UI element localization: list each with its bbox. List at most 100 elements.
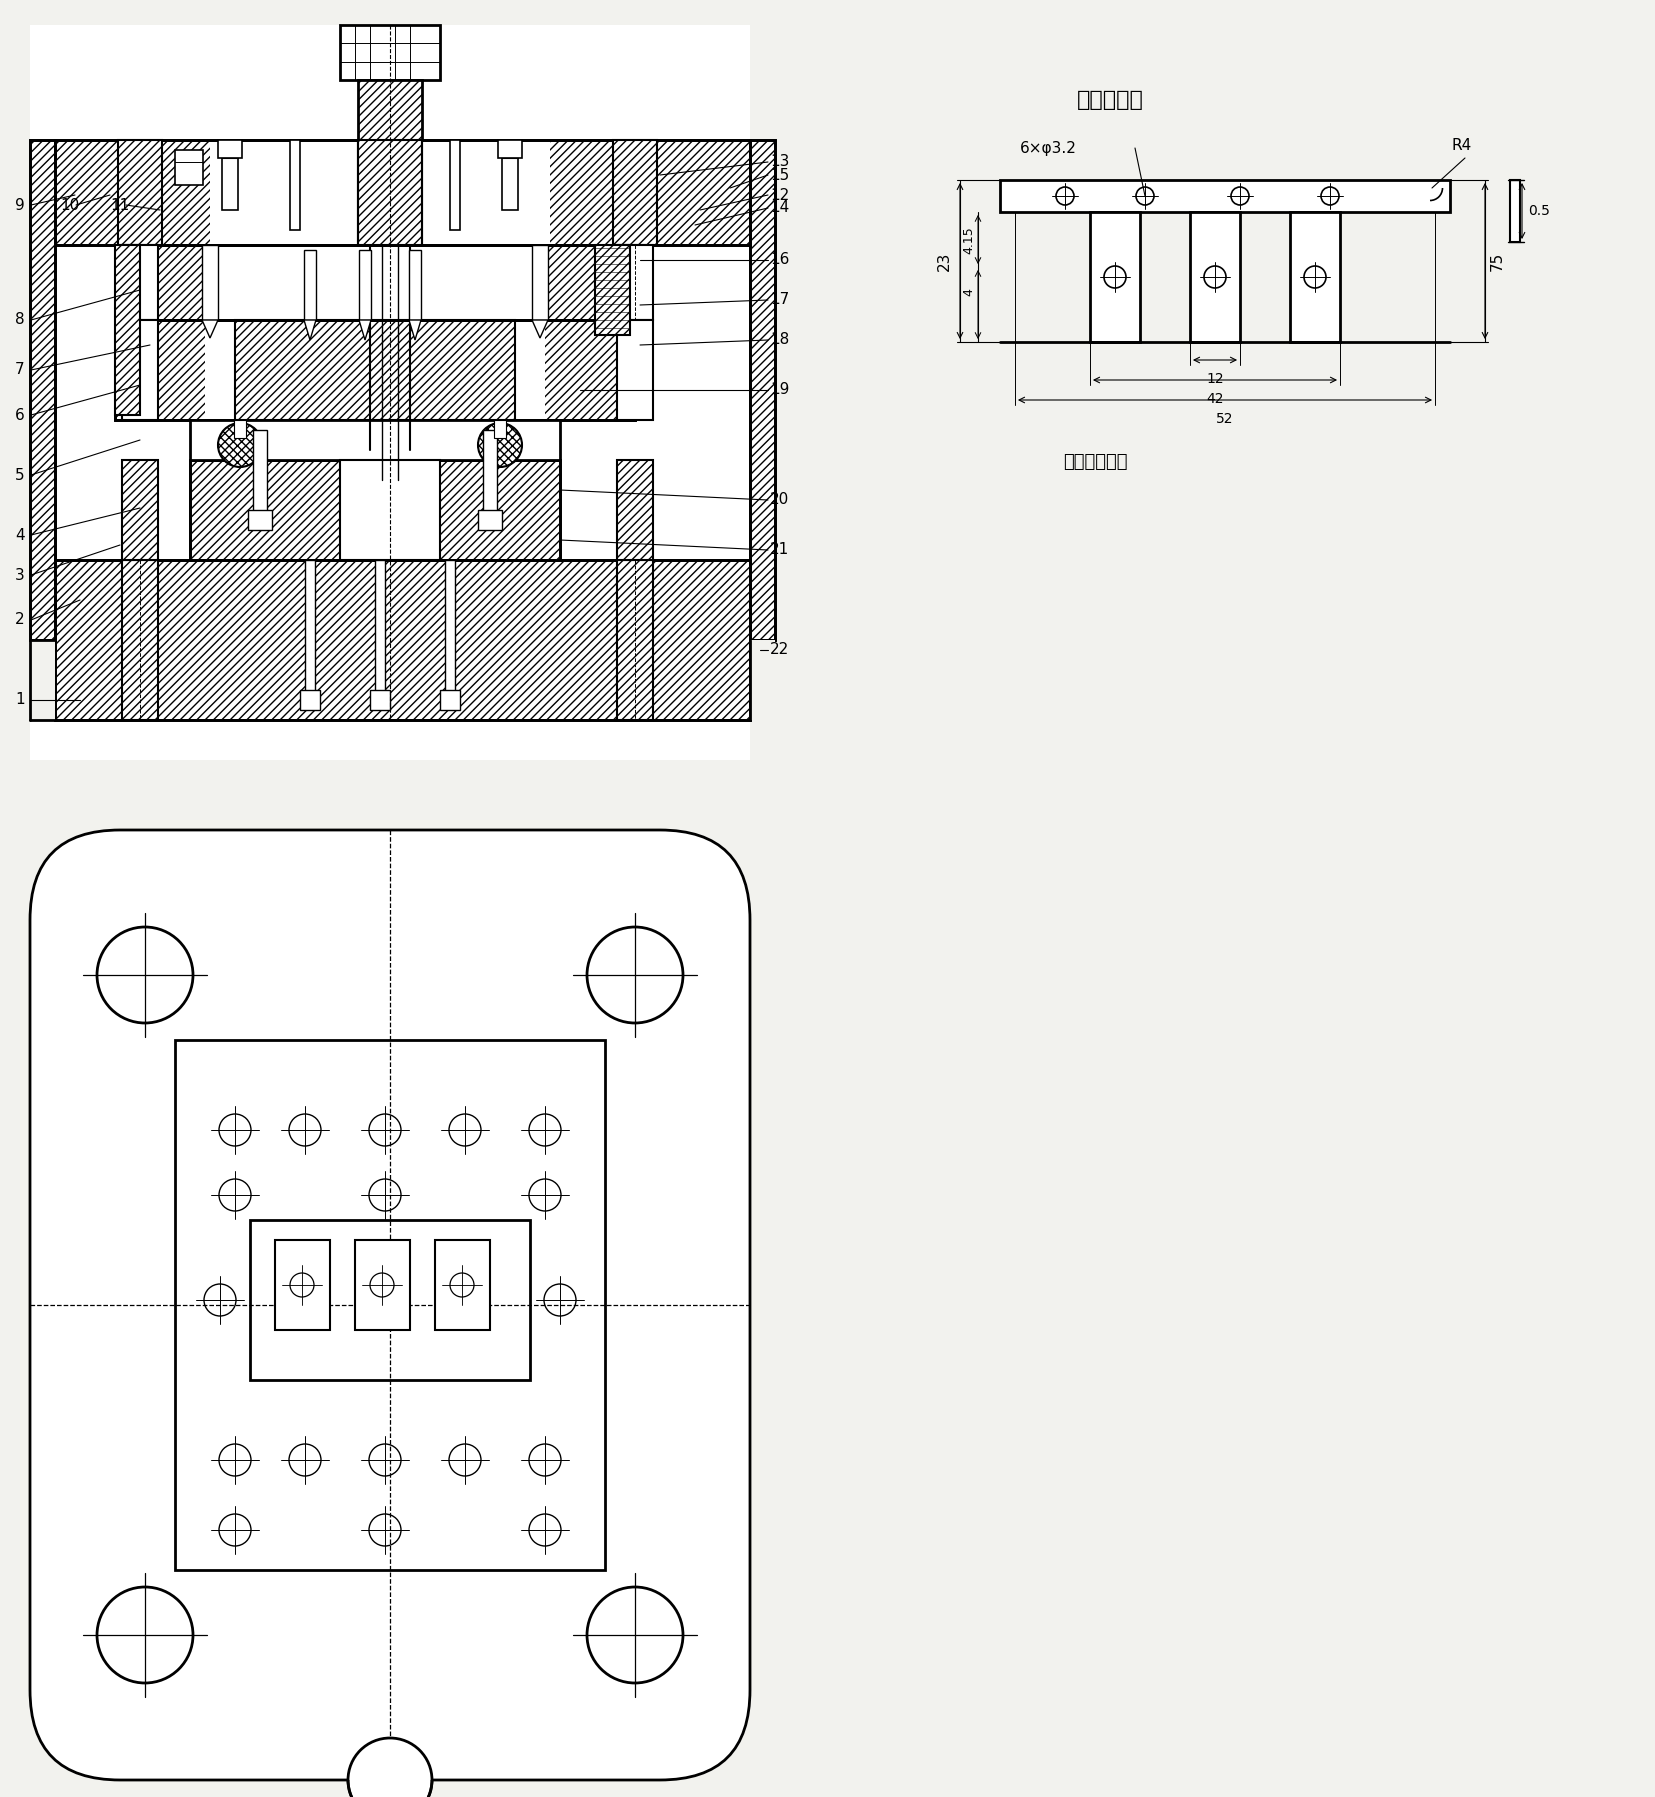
Bar [617,561,652,721]
Bar [290,140,300,230]
Bar [435,1240,490,1330]
Text: 42: 42 [1205,392,1223,406]
Bar [450,140,460,230]
Bar [30,25,750,760]
Bar [114,244,634,320]
Bar [275,1240,329,1330]
Polygon shape [305,320,316,340]
Text: 75: 75 [1490,252,1504,271]
Bar [617,320,652,420]
Bar [30,140,55,640]
Circle shape [218,422,261,467]
Bar [118,140,162,244]
Text: R4: R4 [1451,138,1471,153]
Text: 22: 22 [770,643,789,658]
Bar [305,561,314,701]
Text: 14: 14 [770,201,789,216]
Bar [549,140,750,244]
Text: 12: 12 [1205,372,1223,386]
Bar [118,140,162,244]
Bar [594,244,629,334]
Bar [250,1220,530,1380]
Text: 冲压零件图: 冲压零件图 [1076,90,1142,110]
Text: 6×φ3.2: 6×φ3.2 [1019,140,1076,156]
Bar [190,460,559,561]
Bar [750,640,775,721]
Text: 23: 23 [937,252,952,271]
Bar [190,460,559,561]
Bar [218,140,242,158]
Bar [617,561,652,721]
Text: 19: 19 [770,383,789,397]
Bar [253,429,266,519]
Bar [114,320,634,420]
Bar [122,460,157,561]
Text: 13: 13 [770,155,789,169]
Polygon shape [409,320,420,340]
Bar [30,140,55,640]
Bar [493,420,506,438]
Bar [30,140,55,640]
Bar [617,460,652,561]
Text: 18: 18 [770,332,789,347]
Text: 52: 52 [1215,412,1233,426]
Text: 7: 7 [15,363,25,377]
Circle shape [348,1738,432,1797]
Bar [357,140,422,244]
Bar [248,510,271,530]
Bar [30,640,55,721]
Polygon shape [202,320,218,338]
Bar [114,320,634,420]
Bar [617,460,652,561]
Text: 材料：硅钢板: 材料：硅钢板 [1063,453,1127,471]
Bar [445,561,455,701]
Bar [122,561,157,721]
Bar [339,25,440,81]
Bar [612,140,657,244]
Bar [122,460,157,561]
Bar [750,140,775,640]
Bar [357,140,422,244]
Bar [190,460,559,561]
Bar [55,140,750,244]
Text: 6: 6 [15,408,25,422]
Text: 20: 20 [770,492,789,507]
Circle shape [478,422,521,467]
Bar [617,244,652,320]
Bar [483,429,496,519]
Bar [354,1240,410,1330]
Text: 1: 1 [15,692,25,708]
Bar [369,690,391,710]
Bar [114,244,141,415]
Text: 17: 17 [770,293,789,307]
Bar [612,140,657,244]
Bar [202,244,218,320]
Text: 16: 16 [770,253,789,268]
Bar [114,244,205,320]
Bar [114,244,634,320]
FancyBboxPatch shape [30,830,750,1781]
Bar [222,140,238,210]
Bar [122,320,157,420]
Text: 3: 3 [15,568,25,582]
Text: 9: 9 [15,198,25,212]
Bar [440,690,460,710]
Text: 10: 10 [60,198,79,212]
Bar [1190,212,1240,341]
Bar [1289,212,1339,341]
Text: 4.15: 4.15 [962,226,975,253]
Bar [55,561,750,721]
Text: 15: 15 [770,167,789,183]
Bar [594,244,629,334]
Text: 0.5: 0.5 [1528,205,1549,217]
Bar [55,140,210,244]
Bar [175,1040,604,1571]
Text: 5: 5 [15,467,25,483]
Bar [750,140,775,640]
Bar [498,140,521,158]
Bar [55,561,750,721]
Bar [357,81,422,140]
Bar [478,510,501,530]
Bar [55,140,750,244]
Text: 12: 12 [770,187,789,203]
